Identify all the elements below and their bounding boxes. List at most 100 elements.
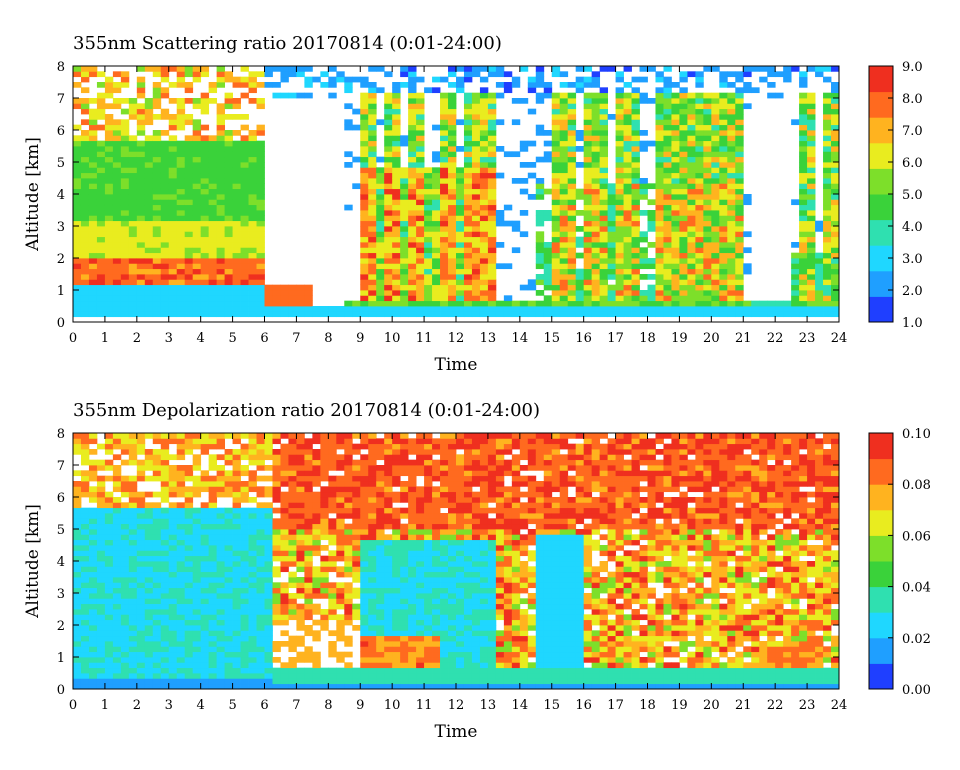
scattering-heat-cell — [663, 87, 672, 94]
depolarization-heat-cell — [136, 683, 146, 690]
scattering-heat-cell — [384, 130, 393, 136]
scattering-heat-cell — [719, 119, 728, 126]
scattering-heat-cell — [168, 258, 178, 264]
scattering-heat-cell — [479, 226, 489, 232]
scattering-heat-cell — [631, 135, 640, 142]
depolarization-heat-cell — [368, 449, 377, 455]
scattering-heat-cell — [591, 156, 601, 163]
depolarization-heat-cell — [128, 603, 138, 610]
scattering-heat-cell — [599, 311, 609, 318]
depolarization-heat-cell — [224, 571, 233, 578]
scattering-heat-cell — [495, 71, 505, 78]
scattering-heat-cell — [136, 242, 146, 248]
scattering-heat-cell — [432, 300, 441, 307]
scattering-heat-cell — [232, 114, 241, 120]
depolarization-heat-cell — [200, 486, 210, 493]
depolarization-heat-cell — [264, 683, 273, 690]
depolarization-heat-cell — [232, 486, 241, 493]
scattering-heat-cell — [575, 306, 585, 312]
scattering-heat-cell — [559, 194, 569, 200]
scattering-heat-cell — [583, 226, 593, 232]
depolarization-heat-cell — [240, 598, 249, 605]
scattering-heat-cell — [671, 162, 680, 168]
depolarization-heat-cell — [192, 598, 202, 605]
scattering-heat-cell — [623, 130, 632, 136]
depolarization-heat-cell — [144, 545, 154, 551]
scattering-heat-cell — [807, 279, 816, 286]
scattering-heat-cell — [703, 258, 712, 264]
scattering-heat-cell — [719, 172, 728, 179]
scattering-heat-cell — [456, 258, 465, 264]
scattering-heat-cell — [448, 263, 457, 270]
scattering-heat-cell — [360, 263, 369, 270]
scattering-heat-cell — [112, 188, 122, 195]
depolarization-heat-cell — [184, 657, 194, 663]
scattering-heat-cell — [591, 82, 601, 88]
depolarization-heat-cell — [272, 523, 281, 530]
depolarization-heat-cell — [336, 486, 345, 493]
scattering-heat-cell — [88, 295, 98, 302]
depolarization-heat-cell — [280, 481, 289, 487]
scattering-heat-cell — [104, 135, 114, 142]
scattering-heat-cell — [192, 146, 202, 152]
depolarization-heat-cell — [288, 443, 297, 450]
depolarization-heat-cell — [232, 678, 241, 685]
scattering-heat-cell — [719, 114, 728, 120]
scattering-heat-cell — [304, 300, 313, 307]
scattering-heat-cell — [432, 258, 441, 264]
scattering-heat-cell — [240, 220, 249, 227]
scattering-heat-cell — [192, 135, 202, 142]
scattering-heat-cell — [104, 279, 114, 286]
scattering-heat-cell — [807, 124, 816, 131]
depolarization-heat-cell — [88, 529, 98, 535]
scattering-heat-cell — [392, 231, 401, 238]
scattering-heat-cell — [96, 226, 106, 232]
depolarization-heat-cell — [304, 646, 313, 653]
scattering-heat-cell — [735, 199, 744, 206]
scattering-heat-cell — [463, 226, 473, 232]
depolarization-heat-cell — [168, 593, 178, 599]
scattering-ratio-heatmap — [73, 66, 840, 318]
depolarization-heat-cell — [192, 667, 202, 674]
scattering-heat-cell — [400, 300, 409, 307]
scattering-heat-cell — [248, 274, 257, 280]
scattering-heat-cell — [727, 290, 736, 296]
scattering-heat-cell — [432, 274, 441, 280]
scattering-heat-cell — [695, 306, 704, 312]
scattering-heat-cell — [360, 220, 369, 227]
scattering-heat-cell — [73, 156, 82, 163]
scattering-heat-cell — [567, 311, 577, 318]
scattering-heat-cell — [73, 172, 82, 179]
scattering-heat-cell — [384, 204, 393, 211]
depolarization-heat-cell — [224, 470, 233, 477]
scattering-heat-cell — [671, 119, 680, 126]
depolarization-heat-cell — [136, 513, 146, 519]
scattering-heat-cell — [511, 98, 521, 104]
scattering-heat-cell — [160, 71, 170, 78]
scattering-heat-cell — [368, 210, 377, 216]
scattering-heat-cell — [136, 82, 146, 88]
scattering-heat-cell — [136, 183, 146, 190]
scattering-heat-cell — [88, 242, 98, 248]
scattering-heat-cell — [136, 162, 146, 168]
scattering-heat-cell — [735, 108, 744, 115]
scattering-heat-cell — [463, 119, 473, 126]
depolarization-heat-cell — [160, 662, 170, 669]
depolarization-heat-cell — [320, 577, 329, 583]
scattering-heat-cell — [583, 220, 593, 227]
scattering-heat-cell — [392, 210, 401, 216]
depolarization-heat-cell — [112, 507, 122, 514]
scattering-heat-cell — [448, 146, 457, 152]
depolarization-heat-cell — [224, 545, 233, 551]
depolarization-heat-cell — [384, 683, 393, 690]
scattering-heat-cell — [559, 172, 569, 179]
scattering-heat-cell — [392, 306, 401, 312]
scattering-heat-cell — [615, 114, 624, 120]
scattering-heat-cell — [543, 156, 553, 163]
depolarization-heat-cell — [112, 614, 122, 621]
depolarization-heat-cell — [232, 433, 241, 439]
scattering-heat-cell — [471, 151, 481, 158]
depolarization-heat-cell — [264, 673, 273, 679]
scattering-heat-cell — [703, 167, 712, 174]
scattering-heat-cell — [416, 210, 425, 216]
